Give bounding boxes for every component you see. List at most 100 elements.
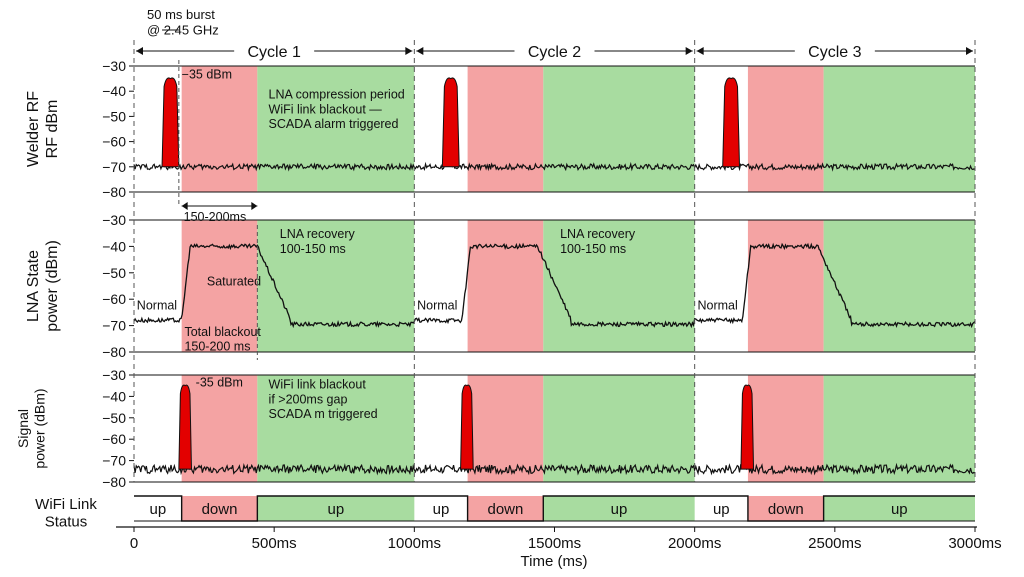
y-tick-label: −70 (102, 159, 126, 175)
wifi-status-label: up (327, 501, 344, 518)
span-arrowhead (251, 202, 258, 210)
series-line-welder (133, 161, 976, 172)
x-tick-label: 0 (130, 535, 138, 552)
wifi-status-label: up (611, 501, 628, 518)
annotation-label: LNA recovery 100-150 ms (560, 227, 636, 256)
y-tick-label: −30 (102, 58, 126, 74)
x-tick-label: 2000ms (668, 535, 721, 552)
span-arrowhead (181, 202, 188, 210)
shaded-region-down (467, 220, 544, 352)
annotation-label: -35 dBm (196, 375, 243, 389)
y-tick-label: −30 (102, 367, 126, 383)
wifi-status-label: down (202, 501, 238, 518)
y-axis-label: Signalpower (dBm) (15, 388, 48, 468)
cycle-arrowhead (696, 47, 704, 55)
y-tick-label: −50 (102, 265, 126, 281)
x-axis-title: Time (ms) (521, 553, 588, 570)
shaded-region-up (543, 66, 695, 192)
shaded-region-up (543, 220, 695, 352)
shaded-region-up (823, 496, 975, 521)
shaded-region-up (257, 496, 415, 521)
cycle-arrowhead (416, 47, 424, 55)
shaded-region-down (467, 66, 544, 192)
x-tick-label: 1500ms (528, 535, 581, 552)
shaded-region-down (181, 496, 258, 521)
x-tick-label: 1000ms (388, 535, 441, 552)
shaded-region-down (181, 66, 258, 192)
y-tick-label: −80 (102, 184, 126, 200)
cycle-arrowhead (685, 47, 693, 55)
y-tick-label: −60 (102, 291, 126, 307)
wifi-status-title: WiFi Link Status (35, 496, 97, 531)
shaded-region-down (467, 375, 544, 482)
cycle-label: Cycle 2 (528, 44, 581, 61)
cycle-arrowhead (136, 47, 143, 55)
cycle-label-bg (794, 41, 875, 61)
shaded-region-up (823, 375, 975, 482)
shaded-region-down (747, 66, 824, 192)
y-tick-label: −40 (102, 388, 126, 404)
wifi-status-label: down (768, 501, 804, 518)
shaded-region-down (747, 220, 824, 352)
y-tick-label: −50 (102, 410, 126, 426)
annotation-label: WiFi link blackout if >200ms gap SCADA m t… (269, 378, 378, 422)
cycle-label: Cycle 1 (247, 44, 300, 61)
shaded-region-down (467, 496, 544, 521)
y-tick-label: −60 (102, 431, 126, 447)
wifi-status-label: down (488, 501, 524, 518)
burst-mark (722, 77, 741, 168)
series-line-lna (133, 242, 976, 329)
wifi-status-label: up (149, 501, 166, 518)
annotation-label: Total blackout 150-200 ms (184, 325, 261, 354)
y-tick-label: −80 (102, 474, 126, 490)
y-tick-label: −70 (102, 453, 126, 469)
y-axis-label: LNA State power (dBm) (25, 240, 61, 332)
y-tick-label: −40 (102, 83, 126, 99)
x-tick-label: 500ms (252, 535, 297, 552)
wifi-status-label: up (891, 501, 908, 518)
wifi-status-label: up (433, 501, 450, 518)
wifi-status-label: up (713, 501, 730, 518)
series-line-signal (133, 462, 976, 476)
shaded-region-up (543, 496, 695, 521)
shaded-region-up (823, 220, 975, 352)
cycle-label-bg (514, 41, 595, 61)
cycle-label: Cycle 3 (808, 44, 861, 61)
shaded-region-down (181, 375, 258, 482)
annotation-label: Normal (417, 298, 457, 312)
x-tick-label: 2500ms (808, 535, 861, 552)
x-tick-label: 3000ms (948, 535, 1001, 552)
burst-annotation: 50 ms burst @ 2.45 GHz (147, 7, 219, 37)
y-tick-label: −50 (102, 108, 126, 124)
cycle-arrowhead (405, 47, 413, 55)
y-tick-label: −60 (102, 134, 126, 150)
annotation-label: −35 dBm (182, 68, 232, 82)
burst-mark (161, 77, 180, 168)
shaded-region-down (747, 496, 824, 521)
y-tick-label: −30 (102, 212, 126, 228)
cycle-arrowhead (966, 47, 973, 55)
y-tick-label: −70 (102, 318, 126, 334)
burst-mark (441, 77, 460, 168)
y-tick-label: −40 (102, 238, 126, 254)
shaded-region-down (181, 220, 258, 352)
annotation-label: Normal (697, 298, 737, 312)
y-axis-label: Welder RF RF dBm (25, 91, 61, 167)
shaded-region-up (257, 220, 415, 352)
shaded-region-up (543, 375, 695, 482)
shaded-region-up (823, 66, 975, 192)
y-tick-label: −80 (102, 344, 126, 360)
annotation-label: Saturated (207, 275, 261, 289)
shaded-region-down (747, 375, 824, 482)
annotation-label: LNA recovery 100-150 ms (280, 227, 356, 256)
burst-mark (460, 384, 474, 470)
span-label: 150-200ms (184, 210, 247, 224)
shaded-region-up (257, 375, 415, 482)
annotation-label: Normal (137, 298, 177, 312)
shaded-region-up (257, 66, 415, 192)
cycle-label-bg (234, 41, 315, 61)
burst-mark (178, 384, 192, 470)
annotation-label: LNA compression period WiFi link blackout… (269, 88, 405, 132)
